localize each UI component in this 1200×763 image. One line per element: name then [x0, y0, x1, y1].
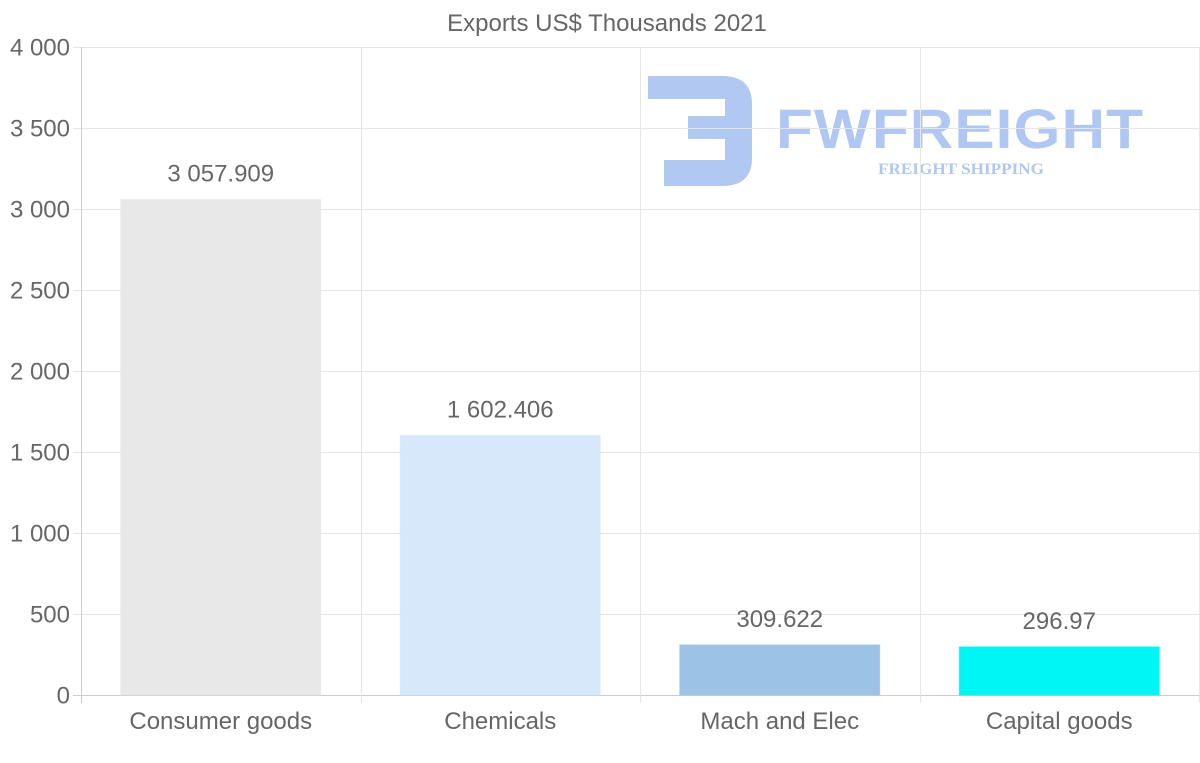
y-tick-label: 3 500: [10, 116, 70, 143]
y-tick-label: 2 000: [10, 359, 70, 386]
x-tick-label: Capital goods: [986, 708, 1133, 735]
bar-value-label: 296.97: [1023, 608, 1096, 635]
x-tick-label: Mach and Elec: [700, 708, 859, 735]
y-axis: 0 500 1 000 1 500 2 000 2 500 3 000 3 500 4 000: [10, 35, 70, 710]
bar-value-label: 309.622: [736, 606, 823, 633]
data-labels: 3 057.909 1 602.406 309.622 296.97: [167, 161, 1096, 635]
x-tick-label: Consumer goods: [129, 708, 312, 735]
x-tick-label: Chemicals: [444, 708, 556, 735]
chart-title: Exports US$ Thousands 2021: [447, 10, 767, 37]
y-tick-label: 1 000: [10, 521, 70, 548]
y-tick-label: 2 500: [10, 278, 70, 305]
y-tick-label: 4 000: [10, 35, 70, 62]
y-tick-label: 500: [30, 602, 70, 629]
bar-capital-goods[interactable]: [958, 646, 1160, 696]
y-tick-label: 3 000: [10, 197, 70, 224]
bar-value-label: 1 602.406: [447, 396, 554, 423]
y-tick-label: 0: [57, 683, 70, 710]
watermark-logo: FWFREIGHT FREIGHT SHIPPING: [648, 76, 1143, 186]
fwfreight-logo-icon: [648, 76, 752, 186]
bar-value-label: 3 057.909: [167, 161, 274, 188]
y-tick-label: 1 500: [10, 440, 70, 467]
bar-chemicals[interactable]: [399, 434, 601, 696]
watermark-tagline: FREIGHT SHIPPING: [878, 161, 1045, 178]
bar-consumer-goods[interactable]: [120, 199, 322, 696]
x-axis: Consumer goods Chemicals Mach and Elec Capi…: [129, 708, 1132, 735]
bars: [120, 199, 1160, 696]
bar-mach-and-elec[interactable]: [679, 644, 881, 696]
